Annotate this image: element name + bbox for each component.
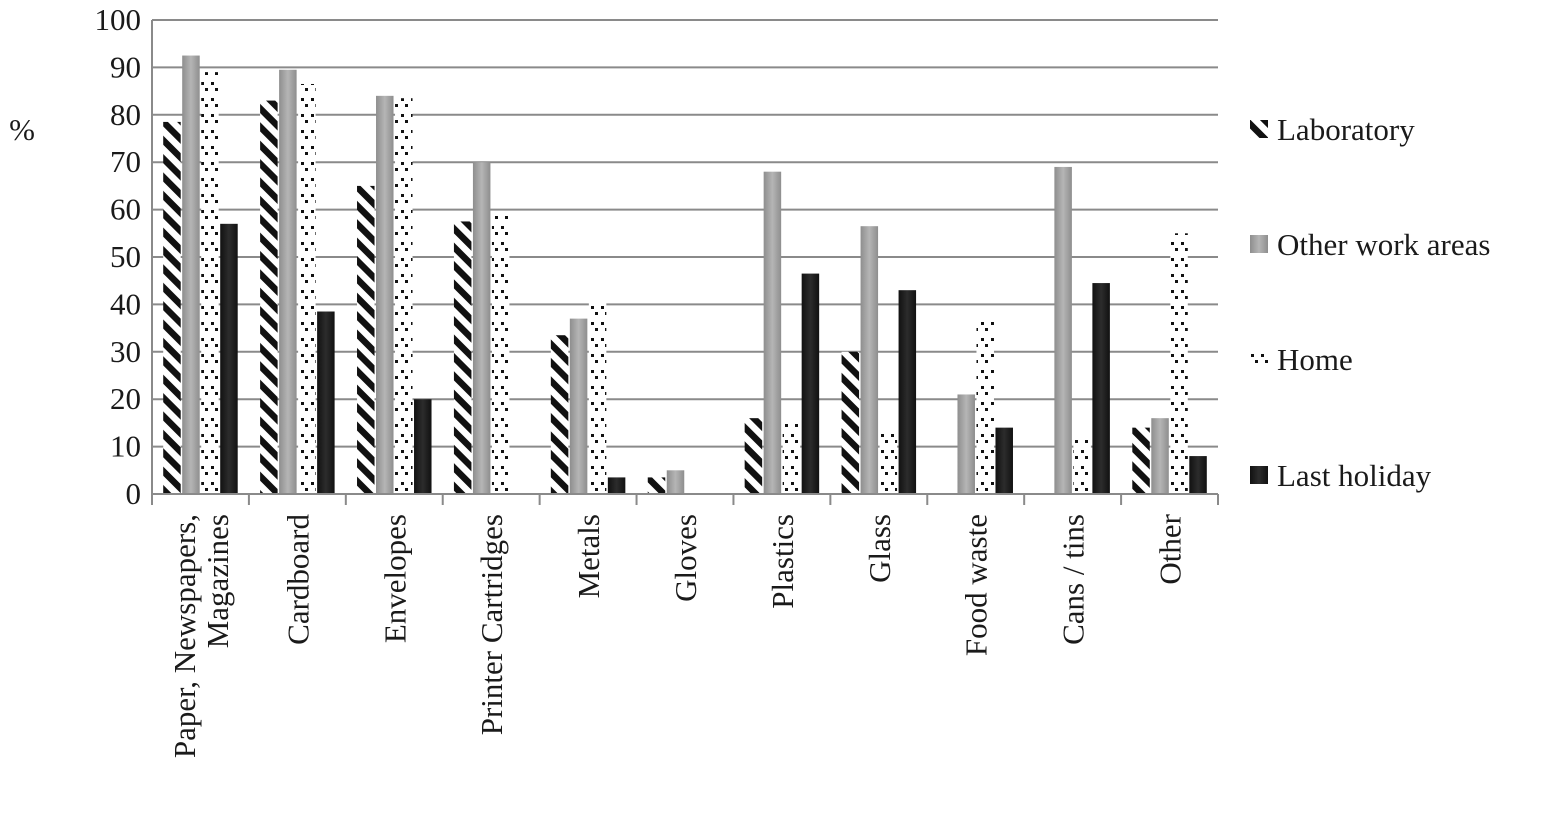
y-tick-label: 0 [126,476,142,511]
bar-other-work-areas [569,318,588,494]
x-category-label: Cans / tins [1056,514,1091,645]
bar-home [588,302,607,494]
bar-last-holiday [898,290,917,494]
category-labels: Paper, Newspapers,Magazines Cardboard Enve… [167,513,1188,758]
x-category-label: Paper, Newspapers, [167,514,202,758]
bar-laboratory [453,221,472,494]
bar-home [491,214,510,494]
bar-laboratory [550,335,569,494]
legend-swatch [1250,466,1268,484]
bar-other-work-areas [957,394,975,494]
bar-laboratory [841,351,860,494]
bar-home [879,430,898,494]
legend-swatch [1250,350,1268,368]
bar-last-holiday [220,223,238,494]
bars [163,55,1207,495]
bar-home [298,83,316,495]
x-category-label: Magazines [200,514,235,648]
bar-other-work-areas [763,171,782,494]
bar-other-work-areas [279,69,297,495]
x-category-label: Metals [571,514,606,598]
legend-label: Other work areas [1277,227,1490,262]
legend-swatch [1250,235,1268,253]
bar-other-work-areas [666,470,685,494]
bar-laboratory [260,100,278,494]
legend-label: Last holiday [1277,458,1432,493]
bar-other-work-areas [860,226,879,494]
bar-home [201,72,219,494]
y-tick-label: 30 [110,334,141,369]
x-category-label: Glass [862,514,897,583]
legend: Laboratory Other work areas Home Last holid… [1250,112,1490,493]
bar-other-work-areas [1151,418,1169,494]
y-axis-label: % [9,112,35,147]
bar-last-holiday [414,399,432,494]
bar-home [782,422,801,494]
legend-label: Home [1277,342,1353,377]
bar-laboratory [647,477,666,494]
legend-swatch [1250,120,1268,138]
x-category-label: Food waste [959,514,994,656]
bar-last-holiday [1189,456,1207,494]
bar-other-work-areas [1054,166,1072,494]
y-tick-label: 60 [110,192,141,227]
bar-other-work-areas [376,95,394,494]
bar-home [1073,439,1091,494]
bar-last-holiday [607,477,626,494]
axes [151,20,1219,505]
y-tick-label: 50 [110,239,141,274]
x-category-label: Gloves [668,514,703,602]
y-tick-label: 80 [110,97,141,132]
x-category-label: Printer Cartridges [474,514,509,735]
y-tick-label: 40 [110,286,141,321]
bar-other-work-areas [472,162,491,494]
y-tick-label: 20 [110,381,141,416]
x-category-label: Other [1153,513,1188,584]
bar-laboratory [357,185,375,494]
y-tick-label: 10 [110,429,141,464]
bar-home [976,320,994,494]
bar-home [1170,233,1188,495]
bar-last-holiday [995,427,1013,494]
bar-laboratory [163,121,181,494]
bar-laboratory [1132,427,1150,494]
legend-label: Laboratory [1277,112,1415,147]
y-tick-label: 90 [110,49,141,84]
x-category-label: Cardboard [280,514,315,645]
y-axis-ticks: 0 10 20 30 40 50 60 70 80 90 100 [95,2,142,511]
y-tick-label: 70 [110,144,141,179]
bar-last-holiday [317,311,335,494]
bar-home [395,98,413,495]
bar-laboratory [744,418,763,494]
x-category-label: Envelopes [377,514,412,643]
bar-last-holiday [1092,283,1110,494]
y-tick-label: 100 [95,2,142,37]
bar-other-work-areas [182,55,200,495]
x-category-label: Plastics [765,514,800,609]
bar-last-holiday [801,273,820,494]
